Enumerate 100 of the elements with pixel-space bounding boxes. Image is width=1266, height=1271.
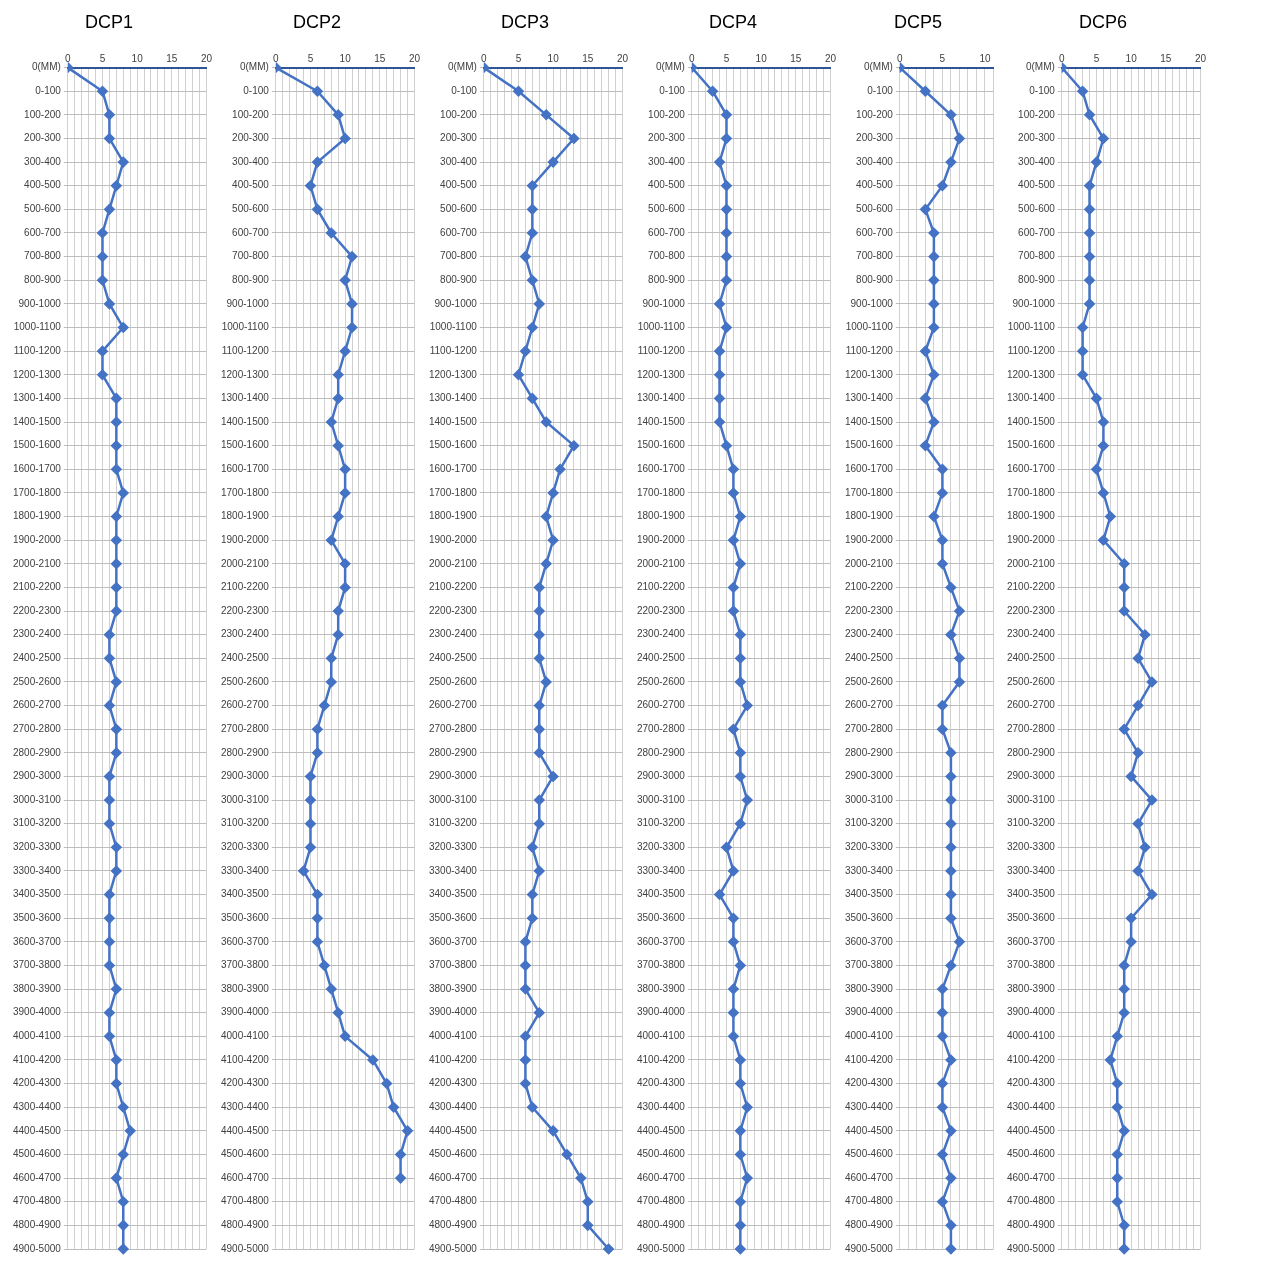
point (305, 771, 316, 782)
point (111, 723, 122, 735)
y-tick-label: 4800-4900 (428, 1219, 478, 1231)
y-tick-label: 0(MM) (1025, 61, 1055, 73)
y-tick-label: 4700-4800 (636, 1195, 686, 1207)
point (721, 204, 732, 215)
point (728, 534, 739, 546)
x-tick-label: 10 (547, 53, 560, 65)
point (1112, 1196, 1123, 1207)
y-tick-label: 4000-4100 (1006, 1030, 1056, 1042)
y-tick-label: 3400-3500 (428, 888, 478, 900)
point (728, 936, 739, 948)
point (520, 1031, 531, 1042)
y-tick-label: 1500-1600 (1006, 439, 1056, 451)
point (721, 251, 732, 262)
point (520, 936, 531, 948)
y-tick-label: 4400-4500 (844, 1124, 894, 1136)
y-tick-label: 2100-2200 (428, 581, 478, 593)
y-tick-label: 300-400 (24, 155, 62, 167)
y-tick-label: 3000-3100 (844, 793, 894, 805)
chart-title: DCP6 (1078, 11, 1128, 32)
point (111, 1172, 122, 1184)
y-tick-label: 2300-2400 (428, 628, 478, 640)
y-tick-label: 2600-2700 (12, 699, 62, 711)
y-tick-label: 4500-4600 (636, 1148, 686, 1160)
y-tick-label: 2100-2200 (220, 581, 270, 593)
y-tick-label: 1500-1600 (428, 439, 478, 451)
y-tick-label: 4200-4300 (12, 1077, 62, 1089)
y-tick-label: 3300-3400 (844, 864, 894, 876)
point (527, 180, 538, 191)
y-tick-label: 2500-2600 (1006, 675, 1056, 687)
point (367, 1054, 379, 1066)
point (513, 85, 524, 97)
y-tick-label: 1300-1400 (636, 392, 686, 404)
y-tick-label: 200-300 (24, 132, 62, 144)
point (332, 1007, 344, 1018)
point (346, 251, 358, 262)
point (312, 156, 323, 168)
y-tick-label: 4800-4900 (12, 1219, 62, 1231)
y-tick-label: 1700-1800 (1006, 486, 1056, 498)
y-tick-label: 4900-5000 (636, 1242, 686, 1254)
y-tick-label: 1500-1600 (220, 439, 270, 451)
y-tick-label: 1100-1200 (429, 344, 478, 356)
point (527, 1101, 538, 1113)
point (735, 960, 746, 971)
y-tick-label: 1400-1500 (844, 415, 894, 427)
point (104, 204, 115, 215)
point (104, 794, 115, 806)
y-tick-label: 1000-1100 (1007, 321, 1056, 333)
point (937, 487, 948, 499)
point (582, 1196, 594, 1207)
y-tick-label: 2400-2500 (636, 652, 686, 664)
y-tick-label: 400-500 (856, 179, 894, 191)
y-tick-label: 600-700 (232, 226, 270, 238)
y-tick-label: 3100-3200 (1006, 817, 1056, 829)
y-tick-label: 1600-1700 (428, 463, 478, 475)
y-tick-label: 3000-3100 (428, 793, 478, 805)
point (118, 487, 129, 499)
y-tick-label: 100-200 (24, 108, 62, 120)
y-tick-label: 2700-2800 (12, 722, 62, 734)
point (714, 889, 725, 900)
point (104, 936, 115, 948)
x-tick-label: 15 (582, 53, 594, 65)
y-tick-label: 1500-1600 (12, 439, 62, 451)
y-tick-label: 500-600 (24, 203, 62, 215)
y-tick-label: 2500-2600 (844, 675, 894, 687)
y-tick-label: 400-500 (440, 179, 478, 191)
y-tick-label: 3400-3500 (1006, 888, 1056, 900)
y-tick-label: 3900-4000 (12, 1006, 62, 1018)
point (945, 747, 957, 759)
point (945, 1243, 957, 1255)
point (1084, 109, 1095, 121)
point (735, 1078, 746, 1089)
y-tick-label: 3300-3400 (1006, 864, 1056, 876)
y-tick-label: 0-100 (1029, 84, 1056, 96)
point (742, 700, 753, 711)
y-tick-label: 600-700 (1018, 226, 1056, 238)
x-tick-label: 10 (339, 53, 352, 65)
point (1105, 1054, 1116, 1066)
point (735, 629, 746, 640)
point (1125, 912, 1137, 924)
y-tick-label: 300-400 (440, 155, 478, 167)
y-tick-label: 900-1000 (642, 297, 686, 309)
y-tick-label: 4400-4500 (428, 1124, 478, 1136)
point (945, 1125, 957, 1137)
y-tick-label: 1800-1900 (1006, 510, 1056, 522)
y-tick-label: 4300-4400 (428, 1100, 478, 1112)
point (332, 393, 344, 404)
y-tick-label: 2200-2300 (12, 604, 62, 616)
point (111, 393, 122, 404)
point (954, 936, 965, 948)
y-tick-label: 0(MM) (655, 61, 685, 73)
point (540, 676, 552, 688)
point (937, 1196, 948, 1207)
point (111, 676, 122, 688)
y-tick-label: 4500-4600 (844, 1148, 894, 1160)
y-tick-label: 900-1000 (1012, 297, 1056, 309)
point (735, 1149, 746, 1160)
y-tick-label: 1900-2000 (220, 533, 270, 545)
point (388, 1101, 399, 1113)
